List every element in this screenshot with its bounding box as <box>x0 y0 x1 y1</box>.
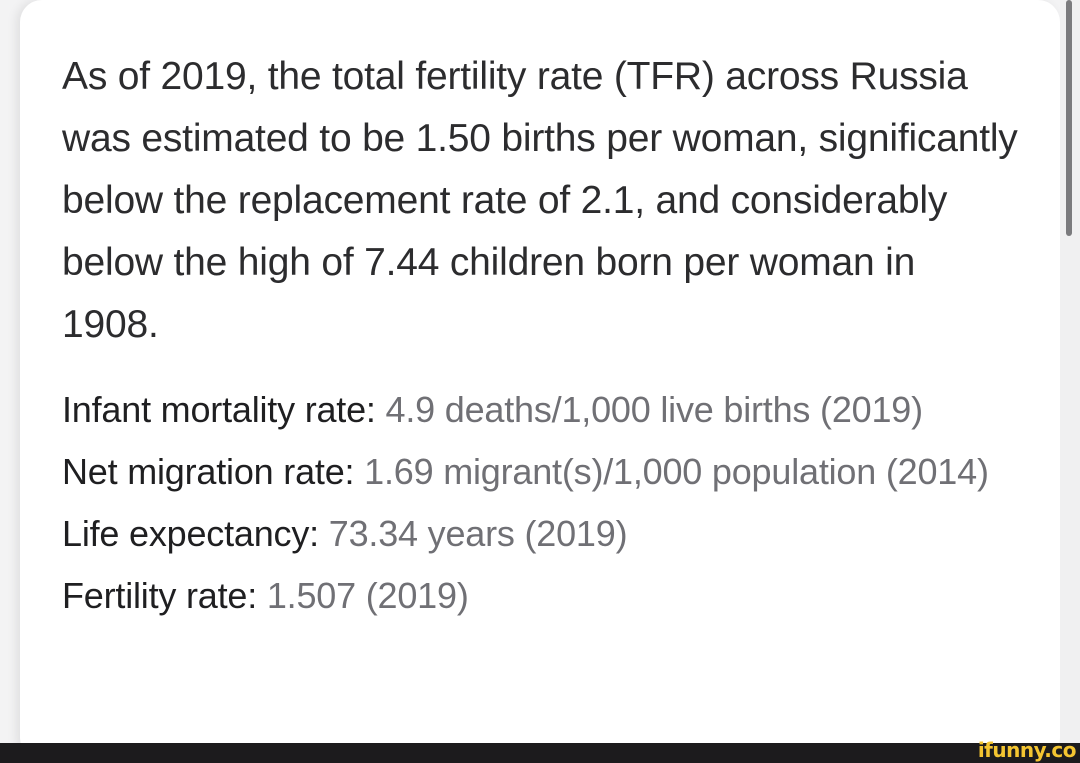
fact-label: Fertility rate: <box>62 575 258 616</box>
fact-label: Life expectancy: <box>62 513 319 554</box>
ifunny-logo: ifunny.co <box>977 738 1077 762</box>
scrollbar-thumb[interactable] <box>1066 0 1072 236</box>
fact-label: Infant mortality rate: <box>62 389 376 430</box>
facts-list: Infant mortality rate: 4.9 deaths/1,000 … <box>62 379 1022 627</box>
fact-life-expectancy: Life expectancy: 73.34 years (2019) <box>62 503 1022 565</box>
fact-value[interactable]: 1.507 (2019) <box>266 575 469 616</box>
fact-value[interactable]: 1.69 migrant(s)/1,000 population (2014) <box>364 451 989 492</box>
fact-infant-mortality: Infant mortality rate: 4.9 deaths/1,000 … <box>62 379 1022 441</box>
fact-fertility-rate: Fertility rate: 1.507 (2019) <box>62 565 1022 627</box>
info-card <box>20 0 1060 760</box>
scrollbar-track[interactable] <box>1060 0 1080 743</box>
fact-net-migration: Net migration rate: 1.69 migrant(s)/1,00… <box>62 441 1022 503</box>
fact-label: Net migration rate: <box>62 451 355 492</box>
fact-value[interactable]: 4.9 deaths/1,000 live births (2019) <box>385 389 924 430</box>
watermark-bar <box>0 743 1080 763</box>
fact-value[interactable]: 73.34 years (2019) <box>328 513 628 554</box>
summary-paragraph: As of 2019, the total fertility rate (TF… <box>62 55 1018 346</box>
